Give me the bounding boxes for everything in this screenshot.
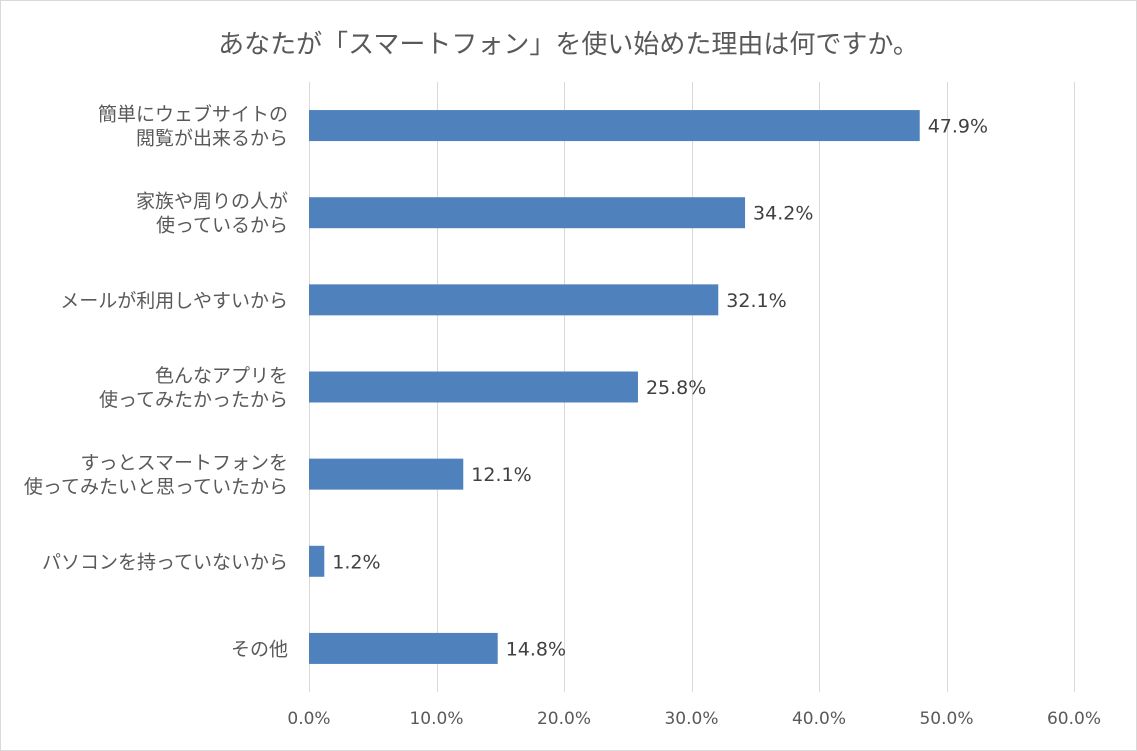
category-label: 使ってみたかったから xyxy=(99,389,288,411)
chart-title: あなたが「スマートフォン」を使い始めた理由は何ですか。 xyxy=(218,30,919,60)
x-tick-label: 60.0% xyxy=(1047,709,1101,729)
category-label: 家族や周りの人が xyxy=(136,191,288,213)
bar xyxy=(309,458,464,490)
value-labels: 47.9% 34.2% 32.1% 25.8% 12.1% 1.2% 14.8% xyxy=(332,116,988,661)
data-label: 25.8% xyxy=(646,377,706,399)
bar xyxy=(309,284,719,316)
bar xyxy=(309,371,638,403)
bar xyxy=(309,110,920,142)
category-label: 色んなアプリを xyxy=(155,365,288,387)
category-label: メールが利用しやすいから xyxy=(60,290,288,312)
x-tick-label: 0.0% xyxy=(287,709,330,729)
data-label: 32.1% xyxy=(726,290,786,312)
bar xyxy=(309,197,746,229)
category-label: 簡単にウェブサイトの xyxy=(98,103,288,126)
category-label: 閲覧が出来るから xyxy=(136,128,288,150)
category-label: パソコンを持っていないから xyxy=(42,551,288,573)
data-label: 34.2% xyxy=(753,203,813,225)
x-tick-label: 10.0% xyxy=(409,709,463,729)
category-label: その他 xyxy=(231,638,288,660)
bars xyxy=(309,110,920,664)
data-label: 14.8% xyxy=(506,638,566,660)
data-label: 1.2% xyxy=(332,551,380,573)
bar xyxy=(309,632,498,664)
x-axis-tick-labels: 0.0% 10.0% 20.0% 30.0% 40.0% 50.0% 60.0% xyxy=(287,709,1101,729)
category-label: 使ってみたいと思っていたから xyxy=(24,476,288,498)
data-label: 47.9% xyxy=(928,116,988,138)
category-labels: 簡単にウェブサイトの閲覧が出来るから家族や周りの人が使っているからメールが利用し… xyxy=(24,103,288,661)
data-label: 12.1% xyxy=(471,464,531,486)
category-label: 使っているから xyxy=(156,215,288,237)
bar xyxy=(309,545,325,577)
x-tick-label: 50.0% xyxy=(919,709,973,729)
x-tick-label: 20.0% xyxy=(537,709,591,729)
x-tick-label: 30.0% xyxy=(664,709,718,729)
x-tick-label: 40.0% xyxy=(792,709,846,729)
category-label: すっとスマートフォンを xyxy=(80,452,288,474)
